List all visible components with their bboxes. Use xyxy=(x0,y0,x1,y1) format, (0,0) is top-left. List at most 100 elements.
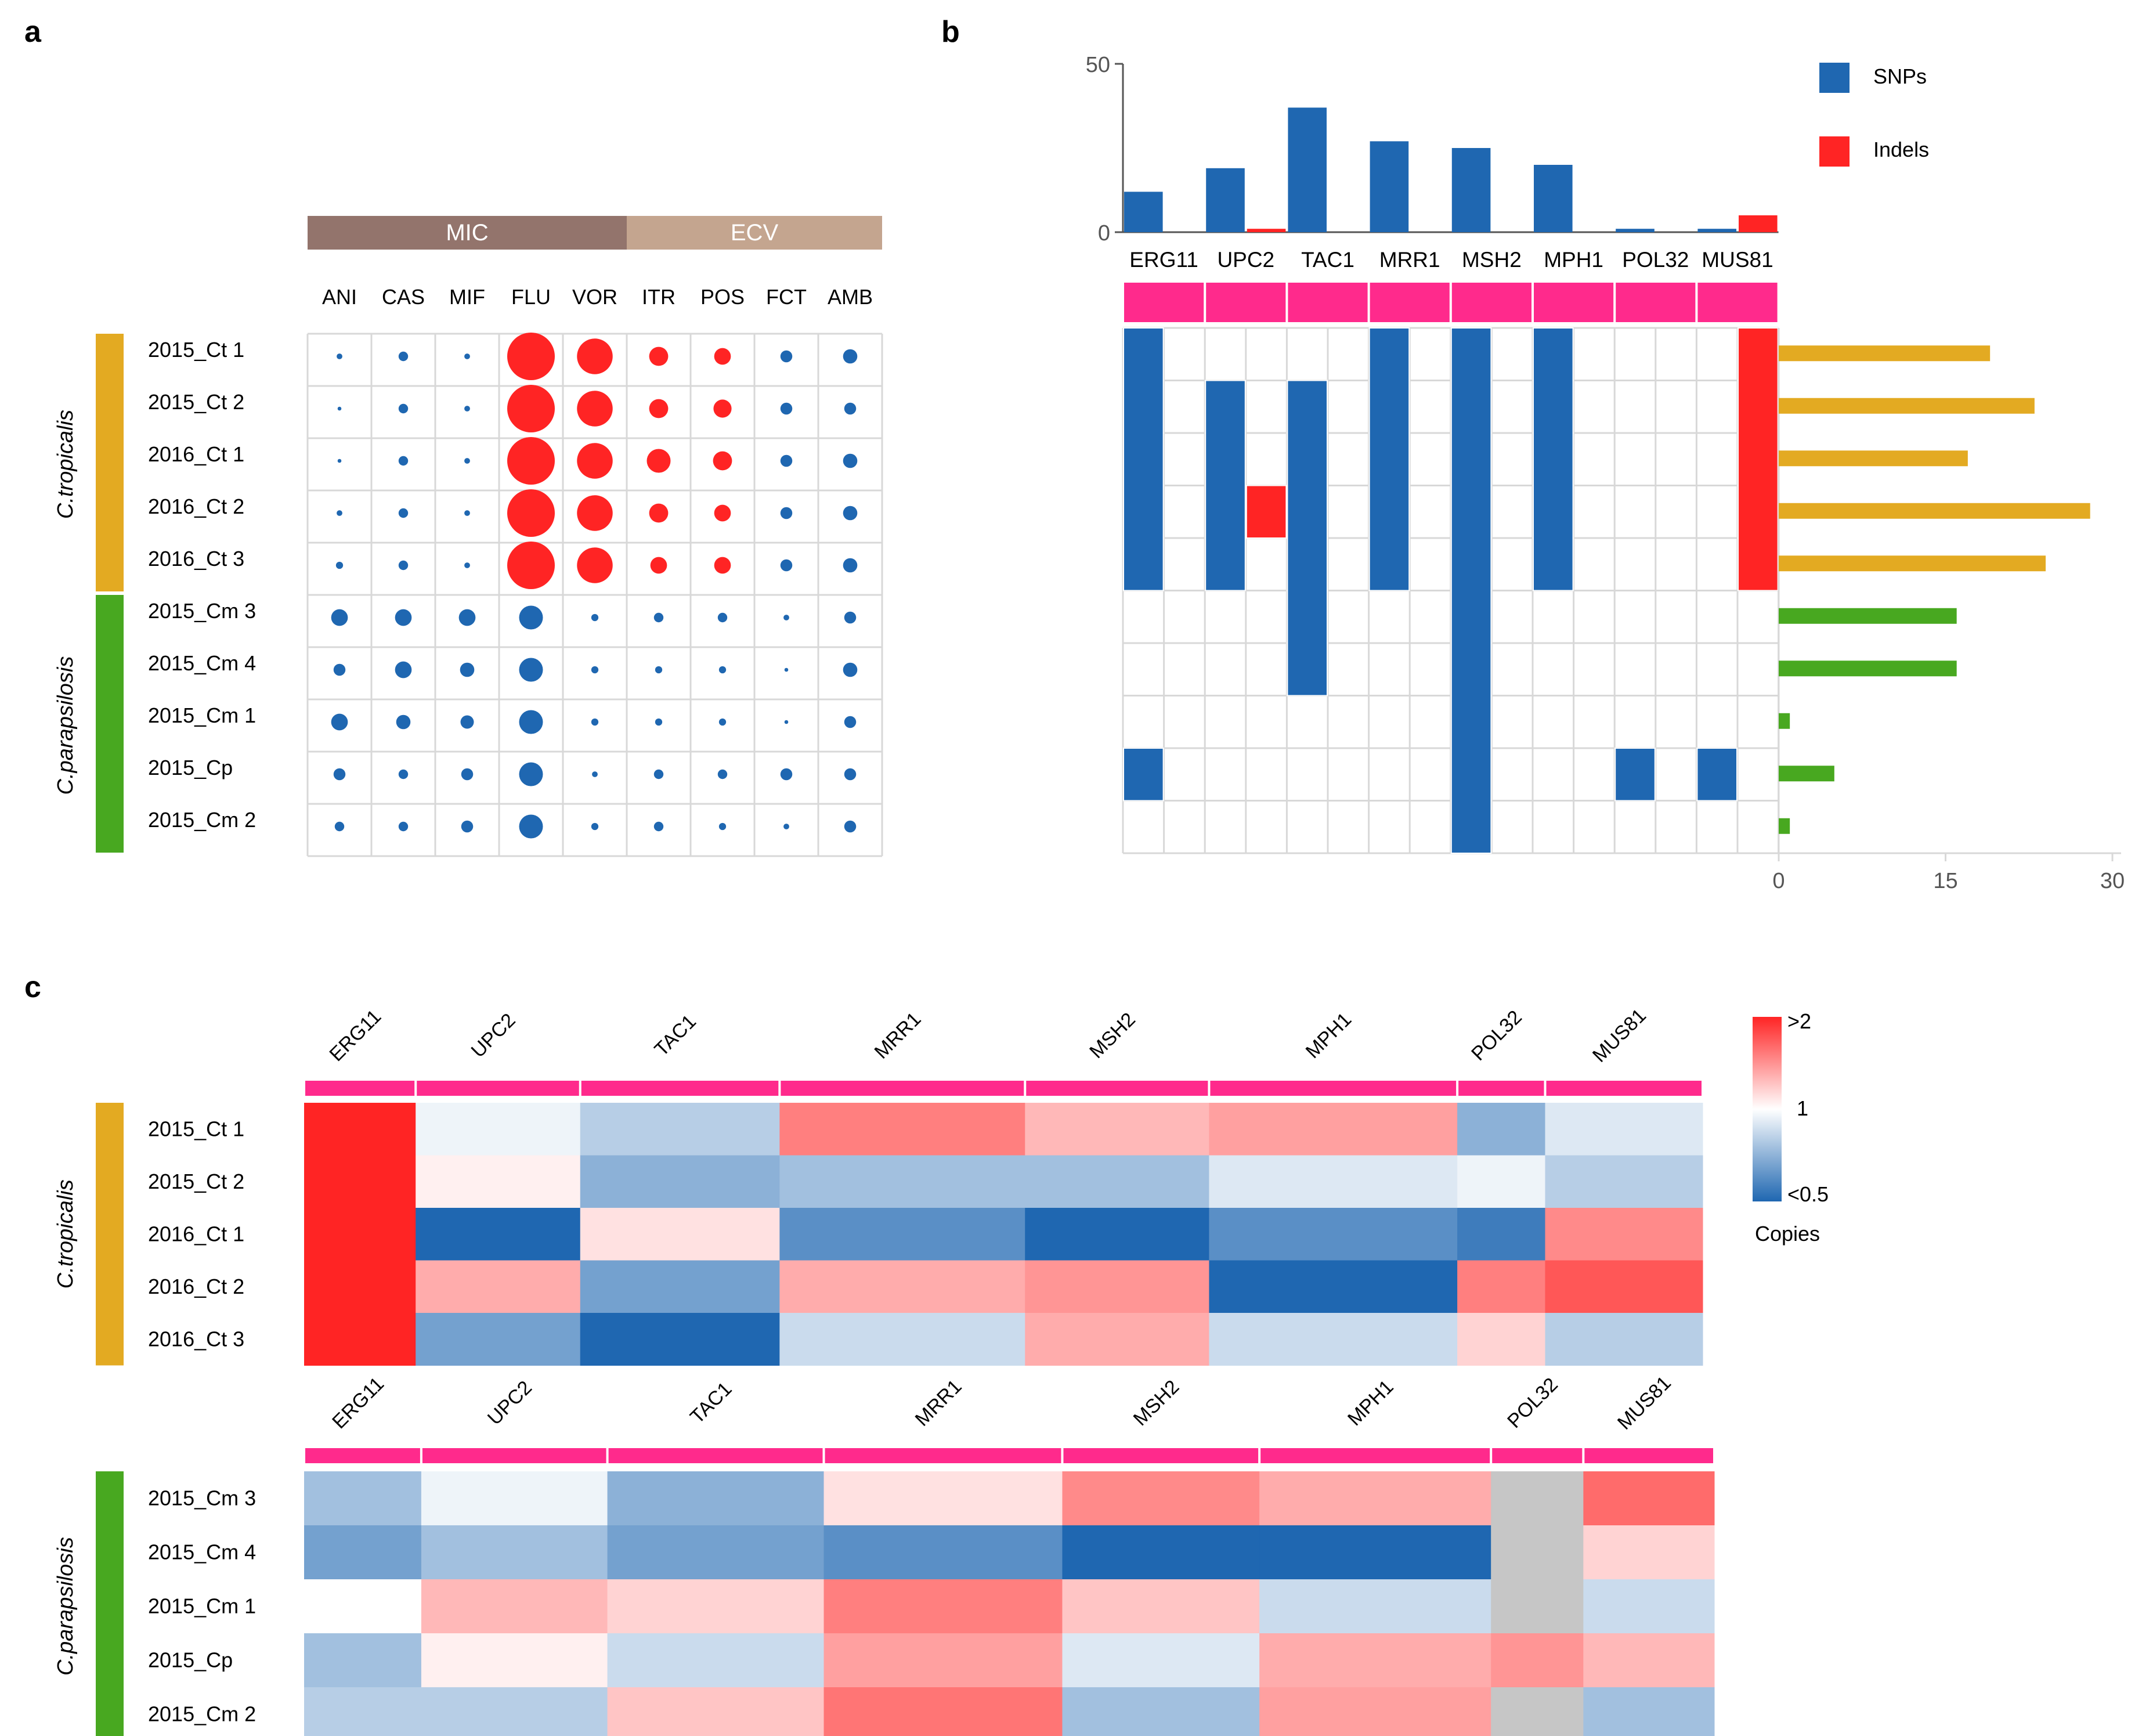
copy-cell-2015-ct-1-mus81 xyxy=(1545,1103,1703,1156)
row-label-2016-ct-3: 2016_Ct 3 xyxy=(148,547,244,571)
copy-cell-2015-cm-2-upc2 xyxy=(421,1687,608,1736)
copies-legend-max: >2 xyxy=(1787,1009,1811,1033)
row-label-2016-ct-1: 2016_Ct 1 xyxy=(148,1222,244,1246)
copy-cell-2015-cm-4-erg11 xyxy=(304,1525,422,1580)
panel-letter-b: b xyxy=(941,15,960,49)
copy-cell-2015-cm-2-mrr1 xyxy=(823,1687,1063,1736)
dot-2016-ct-3-amb xyxy=(843,558,858,573)
copy-cell-2016-ct-1-mus81 xyxy=(1545,1208,1703,1261)
dot-2015-cm-4-cas xyxy=(395,661,412,678)
dot-2015-cp-amb xyxy=(844,768,857,781)
gene-strip-erg11 xyxy=(305,1081,415,1096)
bar-indels-upc2 xyxy=(1247,229,1286,232)
copy-cell-2016-ct-3-mph1 xyxy=(1209,1313,1458,1366)
dot-2016-ct-1-mif xyxy=(464,458,470,464)
group-header-label-mic: MIC xyxy=(446,220,488,246)
copy-cell-2016-ct-1-msh2 xyxy=(1025,1208,1209,1261)
gene-strip-tac1 xyxy=(608,1448,823,1463)
dot-2016-ct-3-mif xyxy=(464,562,470,568)
column-label-fct: FCT xyxy=(766,285,807,309)
dot-2015-cm-3-flu xyxy=(519,605,543,630)
bar-snps-pol32 xyxy=(1616,229,1655,232)
snp-block xyxy=(1123,327,1164,591)
dot-2015-cp-pos xyxy=(717,769,728,779)
dot-2015-cm-2-cas xyxy=(398,821,409,832)
dot-2015-cm-1-pos xyxy=(718,718,727,726)
copy-cell-2015-ct-1-upc2 xyxy=(416,1103,581,1156)
dot-2015-ct-1-amb xyxy=(843,349,858,364)
copy-cell-2015-ct-2-pol32 xyxy=(1457,1155,1545,1208)
bar-snps-mus81 xyxy=(1697,229,1736,232)
gene-label-tac1: TAC1 xyxy=(1301,248,1354,272)
dot-2015-cp-mif xyxy=(461,768,474,781)
gene-label-erg11: ERG11 xyxy=(328,1373,388,1433)
copy-cell-2015-cm-1-upc2 xyxy=(421,1579,608,1634)
copy-cell-2016-ct-1-tac1 xyxy=(580,1208,780,1261)
snp-block xyxy=(1696,748,1738,802)
dot-2015-cm-2-pos xyxy=(718,822,727,831)
dot-2015-cm-3-fct xyxy=(783,615,789,620)
variant-count-bar xyxy=(1779,766,1834,782)
dot-2015-cm-2-flu xyxy=(519,814,543,839)
copy-cell-2016-ct-1-pol32 xyxy=(1457,1208,1545,1261)
variant-count-bar xyxy=(1779,661,1957,677)
snp-block xyxy=(1368,327,1410,591)
dot-2016-ct-3-flu xyxy=(507,542,555,589)
copy-cell-2015-ct-2-erg11 xyxy=(304,1155,416,1208)
copy-cell-2015-cp-mus81 xyxy=(1583,1633,1715,1688)
copy-cell-2015-ct-2-mph1 xyxy=(1209,1155,1458,1208)
copy-cell-2015-cp-tac1 xyxy=(607,1633,825,1688)
snp-block xyxy=(1123,748,1164,802)
variant-count-bar xyxy=(1779,450,1968,467)
snp-block xyxy=(1533,327,1574,591)
snp-block xyxy=(1205,380,1246,591)
dot-2016-ct-2-pos xyxy=(714,504,731,522)
gene-label-pol32: POL32 xyxy=(1467,1006,1526,1065)
gene-label-mrr1: MRR1 xyxy=(870,1008,926,1063)
row-label-2015-cm-3: 2015_Cm 3 xyxy=(148,1486,256,1510)
gene-strip-mrr1 xyxy=(1370,283,1450,322)
copy-cell-2015-ct-1-tac1 xyxy=(580,1103,780,1156)
dot-2015-cm-1-ani xyxy=(331,713,348,731)
copy-cell-2015-cm-3-erg11 xyxy=(304,1471,422,1526)
dot-2015-ct-1-vor xyxy=(577,338,613,374)
row-label-2015-cm-3: 2015_Cm 3 xyxy=(148,599,256,623)
copy-cell-2016-ct-3-tac1 xyxy=(580,1313,780,1366)
bar-indels-mus81 xyxy=(1739,215,1778,232)
row-label-2016-ct-1: 2016_Ct 1 xyxy=(148,442,244,466)
copy-cell-2016-ct-2-mus81 xyxy=(1545,1260,1703,1313)
copy-cell-2015-cm-1-pol32 xyxy=(1491,1579,1584,1634)
variant-count-bar xyxy=(1779,608,1957,624)
row-label-2016-ct-2: 2016_Ct 2 xyxy=(148,1275,244,1298)
row-label-2015-cm-2: 2015_Cm 2 xyxy=(148,1702,256,1726)
gene-label-mrr1: MRR1 xyxy=(911,1376,966,1431)
gene-strip-mph1 xyxy=(1534,283,1614,322)
dot-2015-cm-4-pos xyxy=(718,666,727,674)
gene-strip-upc2 xyxy=(422,1448,606,1463)
dot-2015-cm-1-flu xyxy=(519,710,543,734)
copy-cell-2015-cm-3-tac1 xyxy=(607,1471,825,1526)
gene-strip-pol32 xyxy=(1458,1081,1544,1096)
dot-2015-cm-3-pos xyxy=(717,612,728,623)
right-x-tick-label: 30 xyxy=(2100,869,2125,893)
top-y-tick-label: 0 xyxy=(1098,221,1110,246)
bar-snps-msh2 xyxy=(1451,148,1491,232)
row-label-2015-ct-2: 2015_Ct 2 xyxy=(148,390,244,414)
dot-2015-ct-2-vor xyxy=(577,391,613,427)
dot-2016-ct-2-fct xyxy=(780,507,793,519)
copy-cell-2016-ct-1-mrr1 xyxy=(779,1208,1025,1261)
dot-2016-ct-2-cas xyxy=(398,508,409,518)
copy-cell-2015-cm-2-pol32 xyxy=(1491,1687,1584,1736)
species-bar-c-tropicalis xyxy=(96,1103,124,1366)
gene-label-upc2: UPC2 xyxy=(467,1009,520,1062)
copy-cell-2015-ct-2-tac1 xyxy=(580,1155,780,1208)
dot-2015-cm-1-fct xyxy=(784,720,789,724)
panel-letter-a: a xyxy=(24,15,42,49)
dot-2015-cm-4-flu xyxy=(519,658,543,682)
dot-2016-ct-3-ani xyxy=(335,561,344,569)
row-label-2015-cp: 2015_Cp xyxy=(148,1648,233,1672)
copy-cell-2016-ct-3-mus81 xyxy=(1545,1313,1703,1366)
dot-2015-ct-1-pos xyxy=(714,348,731,365)
dot-2015-cm-3-mif xyxy=(458,609,476,626)
dot-2016-ct-3-itr xyxy=(650,557,667,574)
